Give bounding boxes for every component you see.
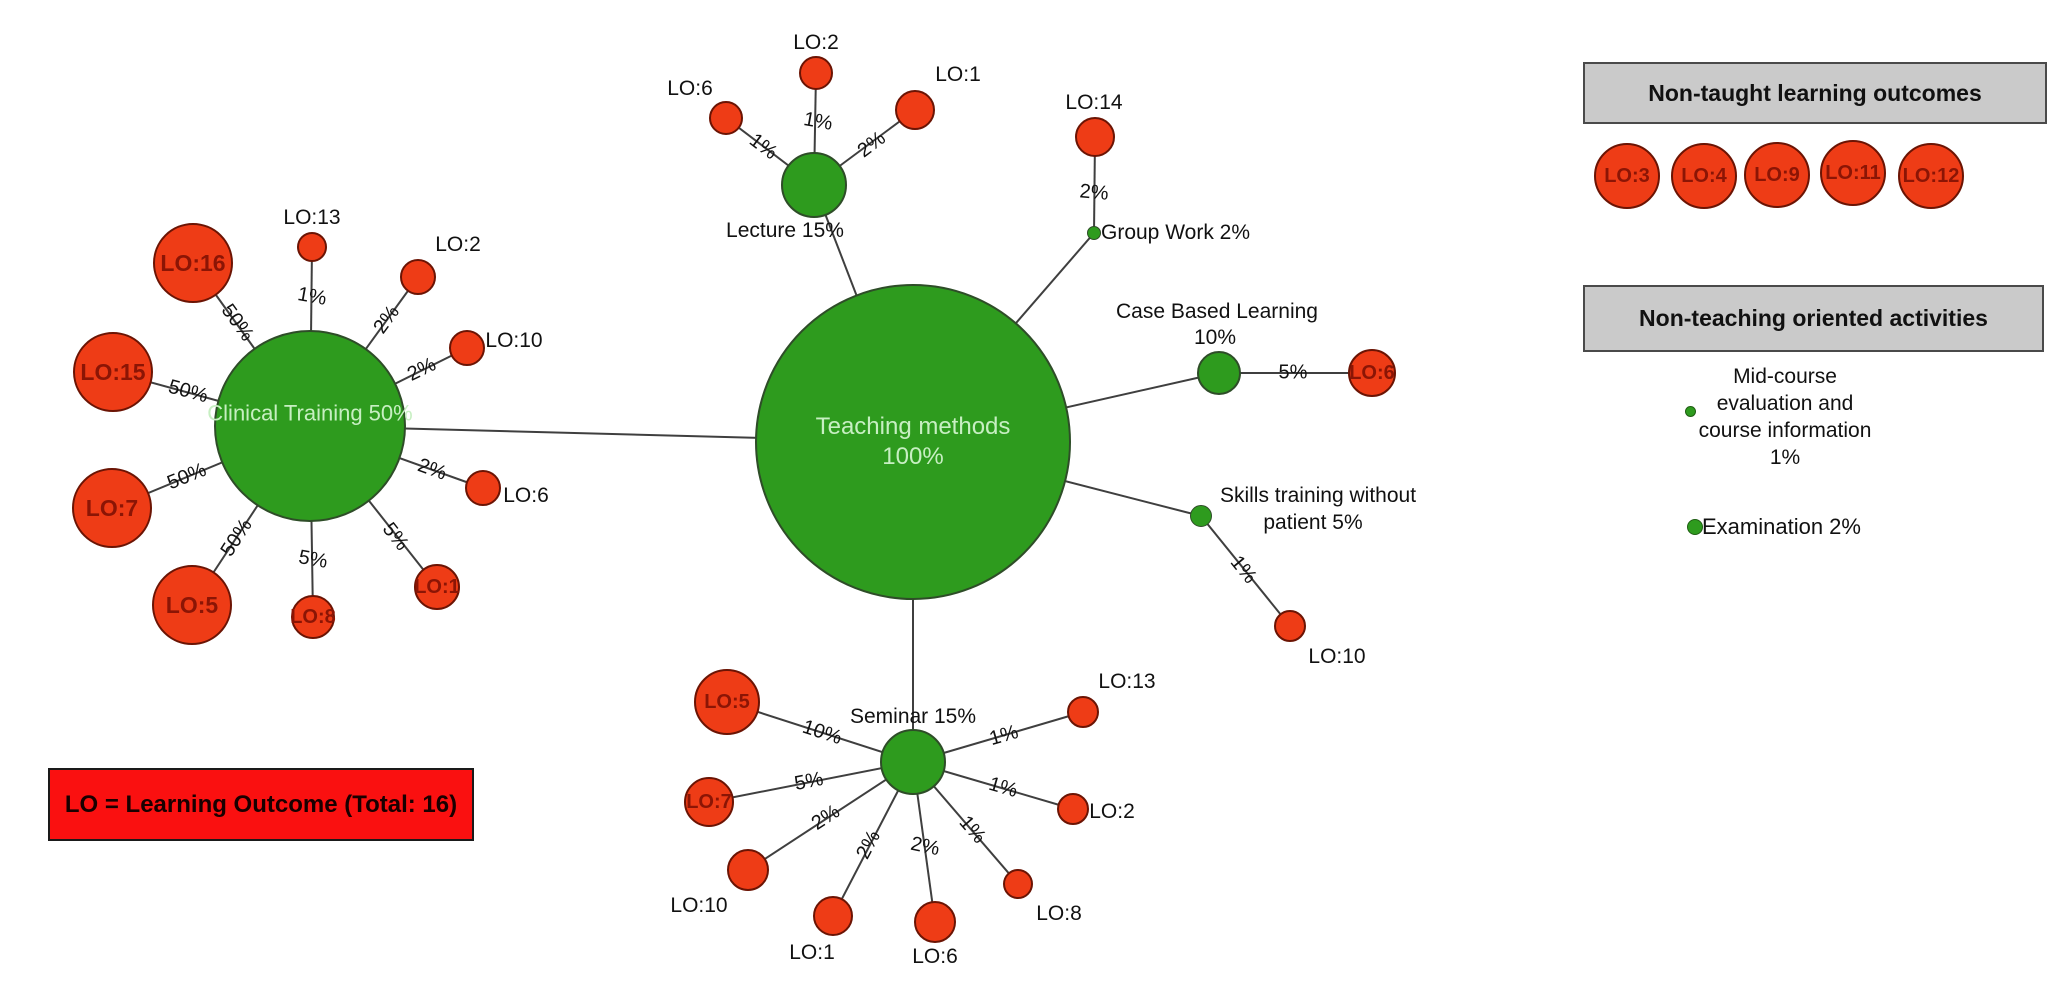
mid-course-dot-icon [1685, 406, 1696, 417]
seminar-satellite-lo5: LO:5 [694, 669, 760, 735]
lo-label: LO:14 [1065, 91, 1123, 114]
lo-label: LO:1 [789, 941, 835, 964]
mid-course-line4: 1% [1769, 446, 1801, 469]
non-taught-lo11: LO:11 [1820, 140, 1886, 206]
edge-pct: 2% [1078, 180, 1110, 205]
clinical-satellite-lo6 [465, 470, 501, 506]
lo-label: LO:16 [160, 249, 226, 276]
node-skills-training [1190, 505, 1212, 527]
seminar-satellite-lo7: LO:7 [684, 777, 734, 827]
lo-label: LO:8 [290, 606, 336, 628]
lo-label: LO:15 [80, 358, 146, 385]
lo-label: LO:10 [1308, 645, 1366, 668]
mid-course-line1: Mid-course [1733, 365, 1837, 388]
legend-box: LO = Learning Outcome (Total: 16) [48, 768, 474, 841]
teaching-methods-pct: 100% [882, 443, 944, 470]
lo-label: LO:6 [667, 77, 713, 100]
edge-pct: 1% [801, 108, 835, 135]
lo-label: LO:2 [1089, 800, 1135, 823]
teaching-methods-label: Teaching methods [815, 413, 1011, 440]
seminar-label: Seminar 15% [849, 705, 977, 728]
lo-label: LO:6 [503, 484, 549, 507]
lo-label: LO:1 [935, 63, 981, 86]
mid-course-line3: course information [1698, 419, 1872, 442]
lo-label: LO:5 [165, 591, 219, 618]
non-taught-panel-title: Non-taught learning outcomes [1583, 62, 2047, 124]
clinical-satellite-lo8: LO:8 [290, 595, 336, 639]
examination-label: Examination 2% [1702, 514, 1861, 539]
lo-label: LO:7 [85, 494, 139, 521]
examination-dot-icon [1687, 519, 1703, 535]
non-teaching-panel-title: Non-teaching oriented activities [1583, 285, 2044, 352]
seminar-satellite-lo13 [1067, 696, 1099, 728]
group-work-label: Group Work 2% [1101, 221, 1250, 244]
lo-label: LO:8 [1036, 902, 1082, 925]
node-lecture [781, 152, 847, 218]
lo-label: LO:11 [1825, 162, 1881, 184]
lecture-satellite-lo2 [799, 56, 833, 90]
clinical-satellite-lo5: LO:5 [152, 565, 232, 645]
node-group-work [1087, 226, 1101, 240]
lo-label: LO:12 [1902, 165, 1960, 187]
lo-label: LO:1 [414, 576, 460, 598]
seminar-satellite-lo1 [813, 896, 853, 936]
clinical-satellite-lo15: LO:15 [73, 332, 153, 412]
node-seminar [880, 729, 946, 795]
clinical-training-label: Clinical Training 50% [207, 400, 413, 426]
seminar-satellite-lo8 [1003, 869, 1033, 899]
seminar-satellite-lo6 [914, 901, 956, 943]
non-taught-lo4: LO:4 [1671, 143, 1737, 209]
case-based-satellite-lo6: LO:6 [1348, 349, 1396, 397]
lo-label: LO:13 [283, 206, 341, 229]
lo-label: LO:5 [704, 691, 750, 713]
lo-label: LO:6 [912, 945, 958, 968]
non-taught-lo9: LO:9 [1744, 142, 1810, 208]
non-taught-lo3: LO:3 [1594, 143, 1660, 209]
lo-label: LO:13 [1098, 670, 1156, 693]
clinical-satellite-lo7: LO:7 [72, 468, 152, 548]
lo-label: LO:2 [793, 31, 839, 54]
lo-label: LO:2 [435, 233, 481, 256]
lecture-satellite-lo6 [709, 101, 743, 135]
edge-pct: 1% [295, 283, 329, 310]
edge [1200, 515, 1291, 627]
node-case-based-learning [1197, 351, 1241, 395]
lo-label: LO:9 [1754, 164, 1800, 186]
clinical-satellite-lo13 [297, 232, 327, 262]
edge-pct: 5% [1278, 361, 1308, 384]
clinical-satellite-lo10 [449, 330, 485, 366]
lo-label: LO:10 [485, 329, 543, 352]
mid-course-label: Mid-course evaluation and course informa… [1640, 363, 1930, 471]
skills-pct: patient 5% [1263, 511, 1363, 534]
lo-label: LO:4 [1681, 165, 1727, 187]
edge [708, 761, 914, 803]
mid-course-line2: evaluation and [1716, 392, 1854, 415]
lo-label: LO:3 [1604, 165, 1650, 187]
lo-label: LO:7 [686, 791, 732, 813]
lecture-satellite-lo1 [895, 90, 935, 130]
seminar-satellite-lo10 [727, 849, 769, 891]
node-teaching-methods: Teaching methods 100% [755, 284, 1071, 600]
lo-label: LO:6 [1349, 362, 1395, 384]
node-clinical-training [214, 330, 406, 522]
group-work-satellite-lo14 [1075, 117, 1115, 157]
case-based-pct: 10% [1193, 326, 1237, 349]
clinical-satellite-lo1: LO:1 [414, 564, 460, 610]
clinical-satellite-lo16: LO:16 [153, 223, 233, 303]
clinical-satellite-lo2 [400, 259, 436, 295]
seminar-satellite-lo2 [1057, 793, 1089, 825]
case-based-label: Case Based Learning [1116, 300, 1318, 323]
skills-satellite-lo10 [1274, 610, 1306, 642]
edge-pct: 5% [296, 546, 330, 573]
skills-label: Skills training without [1219, 484, 1417, 507]
lecture-label: Lecture 15% [726, 219, 844, 242]
lo-label: LO:10 [670, 894, 728, 917]
non-taught-lo12: LO:12 [1898, 143, 1964, 209]
